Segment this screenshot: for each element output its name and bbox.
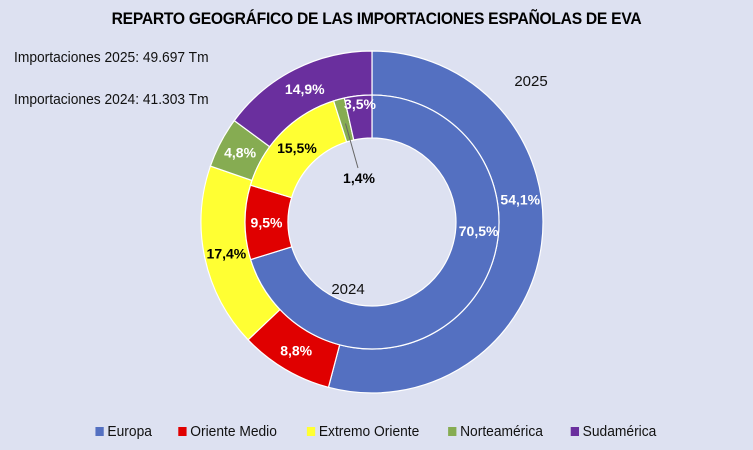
outer-ring-2025 [200,50,544,394]
data-label-2024-sudamerica: 3,5% [344,96,376,112]
legend-label: Sudamérica [582,423,657,440]
legend-swatch [447,427,457,436]
legend-swatch [95,427,104,436]
inner-ring-2024 [244,94,500,350]
leader-line [345,123,359,169]
data-label-2025-europa: 54,1% [500,191,540,207]
legend-swatch [570,427,579,436]
data-label-2024-norteamerica: 1,4% [343,170,375,186]
legend-swatch [178,427,187,436]
legend-label: Europa [107,423,152,440]
legend-item-norteamerica: Norteamérica [447,423,543,440]
legend-label: Oriente Medio [190,423,278,440]
legend-label: Norteamérica [459,423,543,440]
data-label-2024-europa: 70,5% [459,223,499,239]
legend: Europa Oriente Medio Extremo Oriente Nor… [0,423,753,440]
legend-item-extremo-oriente: Extremo Oriente [306,423,419,440]
legend-item-sudamerica: Sudamérica [570,423,657,440]
legend-label: Extremo Oriente [318,423,419,440]
data-labels: 54,1% 8,8% 17,4% 4,8% 14,9% 70,5% 9,5% 15,5% 1,4… [207,81,541,358]
annotation-2025: Importaciones 2025: 49.697 Tm [14,49,209,66]
data-label-2025-oriente-medio: 8,8% [280,342,312,358]
legend-item-europa: Europa [95,423,152,440]
data-label-2024-oriente-medio: 9,5% [251,214,283,230]
slice-2024-europa [249,94,500,350]
chart-title: REPARTO GEOGRÁFICO DE LAS IMPORTACIONES … [111,9,642,28]
legend-swatch [306,427,315,436]
data-label-2025-sudamerica: 14,9% [285,81,325,97]
data-label-2024-extremo-oriente: 15,5% [277,140,317,156]
data-label-2025-extremo-oriente: 17,4% [207,246,247,262]
annotation-2024: Importaciones 2024: 41.303 Tm [14,91,209,108]
slice-2024-sudamerica [343,94,373,141]
ring-label-2025: 2025 [514,73,547,90]
data-label-2025-norteamerica: 4,8% [224,145,256,161]
ring-label-2024: 2024 [331,281,364,298]
legend-item-oriente-medio: Oriente Medio [178,423,278,440]
